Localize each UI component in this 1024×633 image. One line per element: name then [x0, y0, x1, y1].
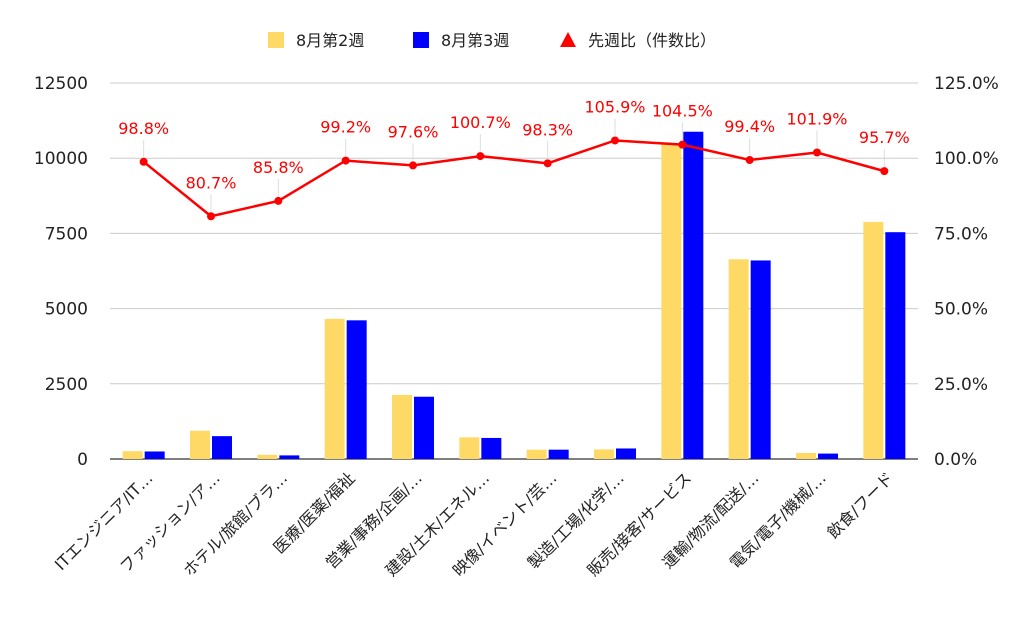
legend-label: 8月第2週 — [296, 31, 364, 50]
bar — [144, 451, 165, 459]
ratio-point — [139, 157, 148, 166]
data-label: 99.2% — [320, 118, 371, 137]
ratio-point — [543, 159, 552, 168]
bar — [750, 260, 771, 459]
bar — [885, 232, 906, 459]
bar — [212, 436, 232, 459]
bar — [257, 454, 278, 459]
bar — [392, 394, 412, 459]
bar — [796, 452, 816, 459]
legend-swatch — [413, 32, 429, 48]
category-label: 飲食/フード — [823, 468, 897, 542]
ratio-point — [813, 148, 821, 157]
ratio-point — [274, 196, 283, 205]
right-axis-tick-label: 25.0% — [934, 375, 988, 395]
data-label: 105.9% — [584, 97, 645, 116]
bar — [190, 430, 210, 459]
bar — [459, 437, 480, 459]
data-label: 97.6% — [388, 122, 439, 141]
left-axis-tick-label: 0 — [77, 450, 88, 470]
left-axis-tick-label: 10000 — [34, 149, 88, 169]
data-label: 98.3% — [522, 120, 573, 139]
data-label: 100.7% — [450, 113, 511, 132]
left-axis-tick-label: 12500 — [34, 74, 88, 94]
data-label: 85.8% — [253, 158, 304, 177]
data-label: 95.7% — [859, 128, 910, 147]
left-axis-tick-label: 5000 — [45, 300, 88, 320]
data-label: 101.9% — [786, 109, 847, 128]
left-axis-tick-label: 7500 — [45, 224, 88, 244]
bar — [728, 259, 749, 459]
ratio-point — [880, 167, 889, 176]
right-axis-tick-label: 0.0% — [934, 450, 977, 470]
right-axis-tick-label: 50.0% — [934, 300, 988, 320]
bar — [346, 320, 367, 459]
bar — [414, 396, 434, 459]
legend-label: 先週比（件数比） — [588, 31, 716, 50]
data-label: 104.5% — [652, 102, 713, 121]
bar — [818, 453, 838, 459]
bar — [279, 455, 300, 459]
bar — [661, 144, 682, 459]
bar — [863, 221, 884, 459]
data-label: 98.8% — [118, 119, 169, 138]
bar — [122, 451, 143, 459]
bar — [594, 449, 614, 459]
data-label: 99.4% — [724, 117, 775, 136]
category-axis: ITエンジニア/IT…ファッション/ア…ホテル/旅館/ブラ…医療/医薬/福祉営業… — [51, 468, 897, 580]
left-axis: 0 2500 5000 7500 10000 12500 — [34, 74, 88, 470]
ratio-line — [142, 139, 885, 218]
line-series: 98.8% 80.7% 85.8% 99.2% 97.6% 100.7% 98.3% 105.… — [118, 97, 910, 221]
ratio-point — [678, 140, 687, 149]
bar — [481, 437, 502, 459]
data-label: 80.7% — [186, 173, 237, 192]
left-axis-tick-label: 2500 — [45, 375, 88, 395]
gridlines — [110, 82, 918, 460]
bar — [683, 131, 704, 459]
right-axis-tick-label: 100.0% — [934, 149, 999, 169]
right-axis: 0.0% 25.0% 50.0% 75.0% 100.0% 125.0% — [934, 74, 999, 470]
ratio-point — [409, 161, 417, 170]
legend-swatch — [268, 32, 284, 48]
legend-swatch — [560, 32, 576, 47]
right-axis-tick-label: 75.0% — [934, 224, 988, 244]
bar — [324, 318, 345, 459]
ratio-point — [207, 212, 215, 221]
ratio-point — [745, 156, 754, 165]
bar-series — [122, 131, 906, 459]
bar — [548, 449, 569, 459]
ratio-point — [476, 152, 485, 161]
legend: 8月第2週 8月第3週 先週比（件数比） — [268, 31, 716, 50]
legend-label: 8月第3週 — [441, 31, 509, 50]
ratio-point — [341, 156, 350, 165]
bar — [526, 449, 547, 459]
right-axis-tick-label: 125.0% — [934, 74, 999, 94]
ratio-point — [611, 136, 619, 145]
bar — [616, 448, 636, 459]
